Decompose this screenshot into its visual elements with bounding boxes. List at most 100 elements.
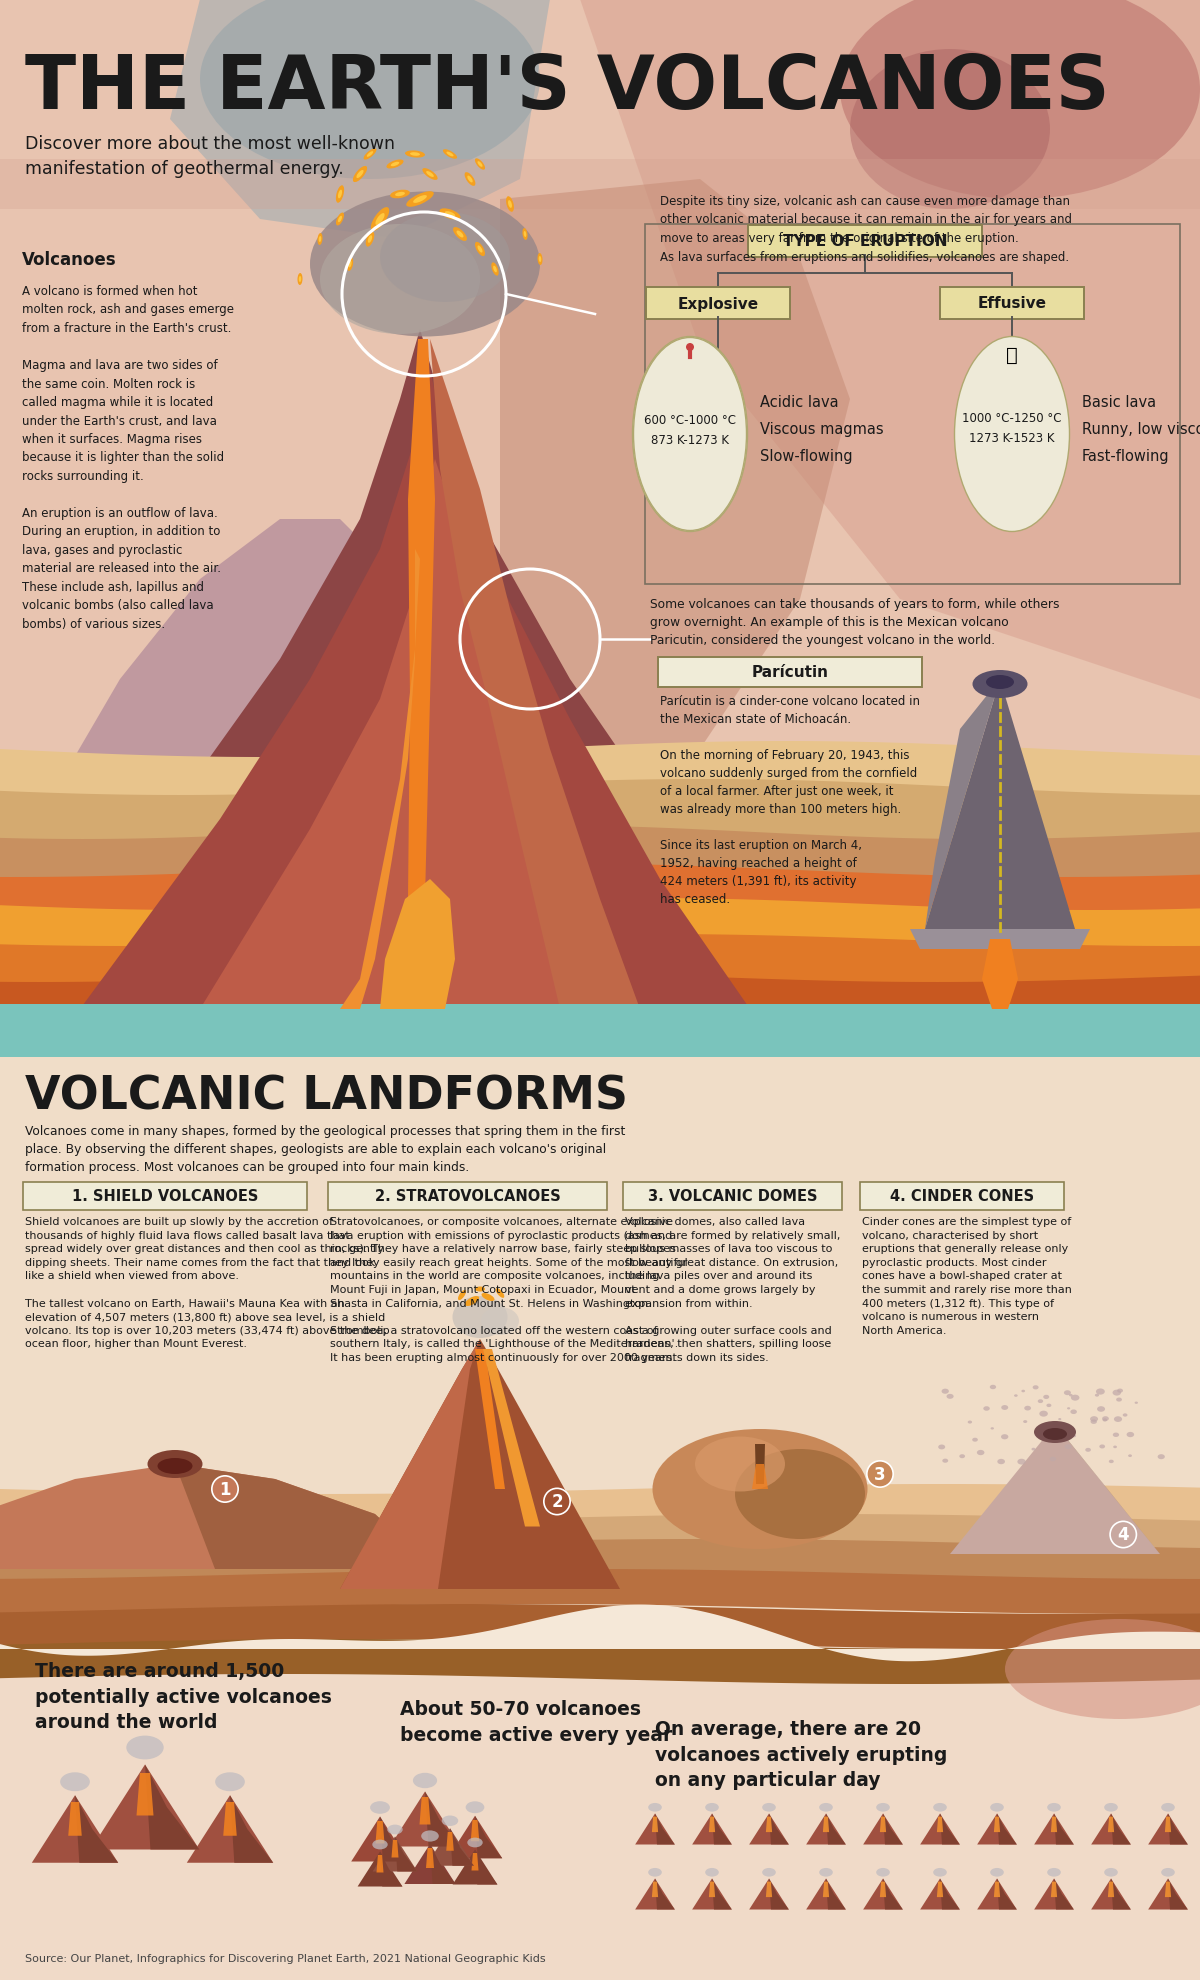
Ellipse shape <box>60 1772 90 1792</box>
Polygon shape <box>137 1774 154 1816</box>
Polygon shape <box>950 1424 1160 1554</box>
Ellipse shape <box>942 1459 948 1463</box>
Ellipse shape <box>1094 1394 1099 1398</box>
Polygon shape <box>430 341 640 1010</box>
Polygon shape <box>1111 1879 1130 1909</box>
Polygon shape <box>500 180 850 980</box>
Polygon shape <box>0 1465 436 1570</box>
Polygon shape <box>937 1818 943 1832</box>
Ellipse shape <box>452 1297 508 1338</box>
Text: Volcanic domes, also called lava
domes, are formed by relatively small,
bullous : Volcanic domes, also called lava domes, … <box>625 1216 840 1362</box>
Ellipse shape <box>522 230 528 242</box>
Polygon shape <box>0 1639 1200 1685</box>
Polygon shape <box>635 1879 674 1909</box>
Polygon shape <box>1148 1814 1188 1845</box>
Ellipse shape <box>475 158 485 170</box>
Polygon shape <box>749 1879 788 1909</box>
Polygon shape <box>0 1604 1200 1661</box>
Polygon shape <box>940 1814 960 1845</box>
Polygon shape <box>925 679 1000 929</box>
Polygon shape <box>426 1828 474 1865</box>
Text: Some volcanoes can take thousands of years to form, while others
grow overnight.: Some volcanoes can take thousands of yea… <box>650 598 1060 647</box>
Ellipse shape <box>318 234 323 246</box>
Text: 1000 °C-1250 °C
1273 K-1523 K: 1000 °C-1250 °C 1273 K-1523 K <box>962 412 1062 444</box>
Ellipse shape <box>762 1804 776 1812</box>
Text: 3. VOLCANIC DOMES: 3. VOLCANIC DOMES <box>648 1188 817 1204</box>
Ellipse shape <box>1099 1445 1105 1449</box>
Text: On average, there are 20
volcanoes actively erupting
on any particular day: On average, there are 20 volcanoes activ… <box>655 1719 947 1790</box>
Polygon shape <box>769 1879 788 1909</box>
Polygon shape <box>1108 1818 1114 1832</box>
Ellipse shape <box>632 337 748 533</box>
Ellipse shape <box>1162 1867 1175 1877</box>
Polygon shape <box>0 935 1200 990</box>
Text: 🔥: 🔥 <box>1006 345 1018 364</box>
Ellipse shape <box>1032 1447 1036 1451</box>
Polygon shape <box>863 1879 902 1909</box>
FancyBboxPatch shape <box>940 287 1084 321</box>
Ellipse shape <box>634 339 746 531</box>
Ellipse shape <box>466 1802 485 1814</box>
Ellipse shape <box>493 267 497 273</box>
Polygon shape <box>380 879 455 1010</box>
Ellipse shape <box>1114 1416 1122 1422</box>
Ellipse shape <box>1069 1394 1073 1396</box>
Ellipse shape <box>706 1867 719 1877</box>
Polygon shape <box>420 1798 431 1826</box>
Polygon shape <box>475 1816 503 1859</box>
Polygon shape <box>766 1881 772 1897</box>
Polygon shape <box>977 1814 1016 1845</box>
Text: 4: 4 <box>1117 1527 1129 1544</box>
Text: 1. SHIELD VOLCANOES: 1. SHIELD VOLCANOES <box>72 1188 258 1204</box>
Polygon shape <box>635 1814 674 1845</box>
Polygon shape <box>1111 1814 1130 1845</box>
Ellipse shape <box>938 1445 946 1449</box>
Ellipse shape <box>371 208 389 232</box>
Polygon shape <box>863 1814 902 1845</box>
Ellipse shape <box>508 202 512 208</box>
Ellipse shape <box>1116 1398 1122 1402</box>
Polygon shape <box>766 1818 772 1832</box>
Ellipse shape <box>481 1293 494 1301</box>
Polygon shape <box>997 1814 1016 1845</box>
Text: Parícutin: Parícutin <box>751 665 828 681</box>
Ellipse shape <box>820 1804 833 1812</box>
Ellipse shape <box>1114 1445 1117 1449</box>
Ellipse shape <box>1038 1400 1043 1404</box>
Ellipse shape <box>539 257 541 263</box>
Ellipse shape <box>1070 1396 1080 1402</box>
Polygon shape <box>406 341 436 1010</box>
Ellipse shape <box>990 1867 1004 1877</box>
Ellipse shape <box>370 1802 390 1814</box>
Ellipse shape <box>310 192 540 337</box>
Ellipse shape <box>454 228 467 242</box>
Text: THE EARTH'S VOLCANOES: THE EARTH'S VOLCANOES <box>25 51 1110 125</box>
Ellipse shape <box>762 1867 776 1877</box>
Ellipse shape <box>336 186 344 204</box>
Ellipse shape <box>320 226 480 335</box>
Ellipse shape <box>367 152 373 158</box>
Ellipse shape <box>1070 1410 1076 1414</box>
Text: Discover more about the most well-known
manifesta​tion of geothermal energy.: Discover more about the most well-known … <box>25 135 395 178</box>
Ellipse shape <box>347 257 353 271</box>
Polygon shape <box>352 1816 409 1861</box>
Ellipse shape <box>1112 1434 1120 1437</box>
Polygon shape <box>0 1538 1200 1584</box>
Ellipse shape <box>1034 1422 1076 1443</box>
Ellipse shape <box>1104 1867 1118 1877</box>
Ellipse shape <box>376 214 385 226</box>
Polygon shape <box>68 1802 82 1835</box>
Ellipse shape <box>1127 1432 1134 1437</box>
Ellipse shape <box>356 170 364 178</box>
Polygon shape <box>910 929 1090 950</box>
Polygon shape <box>390 1792 461 1847</box>
Text: About 50-70 volcanoes
become active every year: About 50-70 volcanoes become active ever… <box>400 1699 672 1744</box>
Polygon shape <box>1051 1818 1057 1832</box>
Text: Volcanoes: Volcanoes <box>22 251 116 269</box>
Ellipse shape <box>977 1449 984 1455</box>
Ellipse shape <box>506 198 514 212</box>
Polygon shape <box>880 1818 886 1832</box>
Ellipse shape <box>338 190 342 200</box>
Ellipse shape <box>478 162 482 168</box>
Ellipse shape <box>1043 1396 1049 1400</box>
